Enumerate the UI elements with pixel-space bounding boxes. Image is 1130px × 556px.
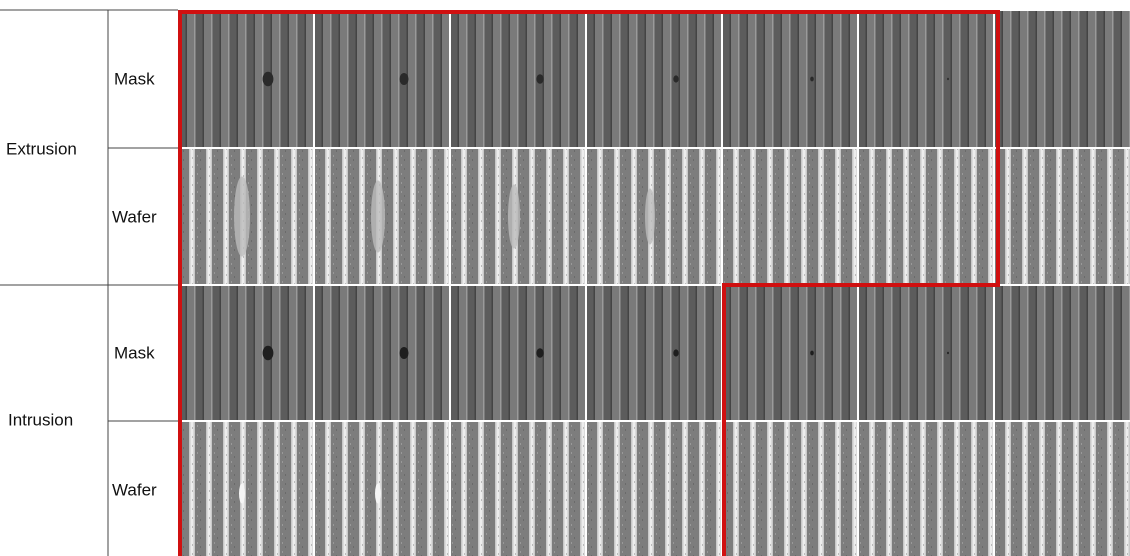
figure: Extrusion Mask Wafer Intrusion Mask Wafe… bbox=[0, 0, 1130, 556]
wafer-image bbox=[178, 421, 314, 556]
mask-image bbox=[314, 10, 450, 148]
mask-image bbox=[450, 285, 586, 421]
mask-image bbox=[722, 285, 858, 421]
bridge-defect bbox=[234, 177, 250, 257]
group-label: Intrusion bbox=[8, 410, 73, 429]
bridge-defect bbox=[371, 181, 385, 253]
defect bbox=[400, 347, 409, 359]
mask-image bbox=[586, 285, 722, 421]
mask-image bbox=[178, 10, 314, 148]
wafer-image bbox=[722, 148, 858, 285]
row-label: Mask bbox=[114, 343, 155, 362]
group-label: Extrusion bbox=[6, 139, 77, 158]
wafer-image bbox=[994, 421, 1130, 556]
defect bbox=[400, 73, 409, 85]
bridge-defect bbox=[645, 189, 655, 245]
wafer-image bbox=[314, 421, 450, 556]
mask-image bbox=[450, 10, 586, 148]
defect bbox=[810, 77, 814, 82]
bridge-defect bbox=[508, 185, 520, 249]
mask-image bbox=[994, 10, 1130, 148]
defect bbox=[263, 72, 274, 86]
mask-image bbox=[858, 285, 994, 421]
wafer-image bbox=[858, 148, 994, 285]
defect bbox=[673, 349, 678, 356]
mask-image bbox=[314, 285, 450, 421]
defect bbox=[536, 74, 543, 84]
wafer-image bbox=[450, 421, 586, 556]
defect bbox=[536, 348, 543, 358]
wafer-image bbox=[994, 148, 1130, 285]
defect bbox=[947, 78, 949, 80]
defect bbox=[947, 352, 949, 354]
row-label: Mask bbox=[114, 69, 155, 88]
row-label: Wafer bbox=[112, 207, 157, 226]
mask-image bbox=[722, 10, 858, 148]
pinch-defect bbox=[239, 484, 245, 504]
mask-image bbox=[858, 10, 994, 148]
defect bbox=[673, 75, 678, 82]
wafer-image bbox=[586, 421, 722, 556]
pinch-defect bbox=[375, 484, 381, 504]
mask-image bbox=[586, 10, 722, 148]
mask-image bbox=[994, 285, 1130, 421]
wafer-image bbox=[722, 421, 858, 556]
defect bbox=[810, 351, 814, 356]
row-label: Wafer bbox=[112, 480, 157, 499]
mask-image bbox=[178, 285, 314, 421]
wafer-image bbox=[858, 421, 994, 556]
defect bbox=[263, 346, 274, 360]
